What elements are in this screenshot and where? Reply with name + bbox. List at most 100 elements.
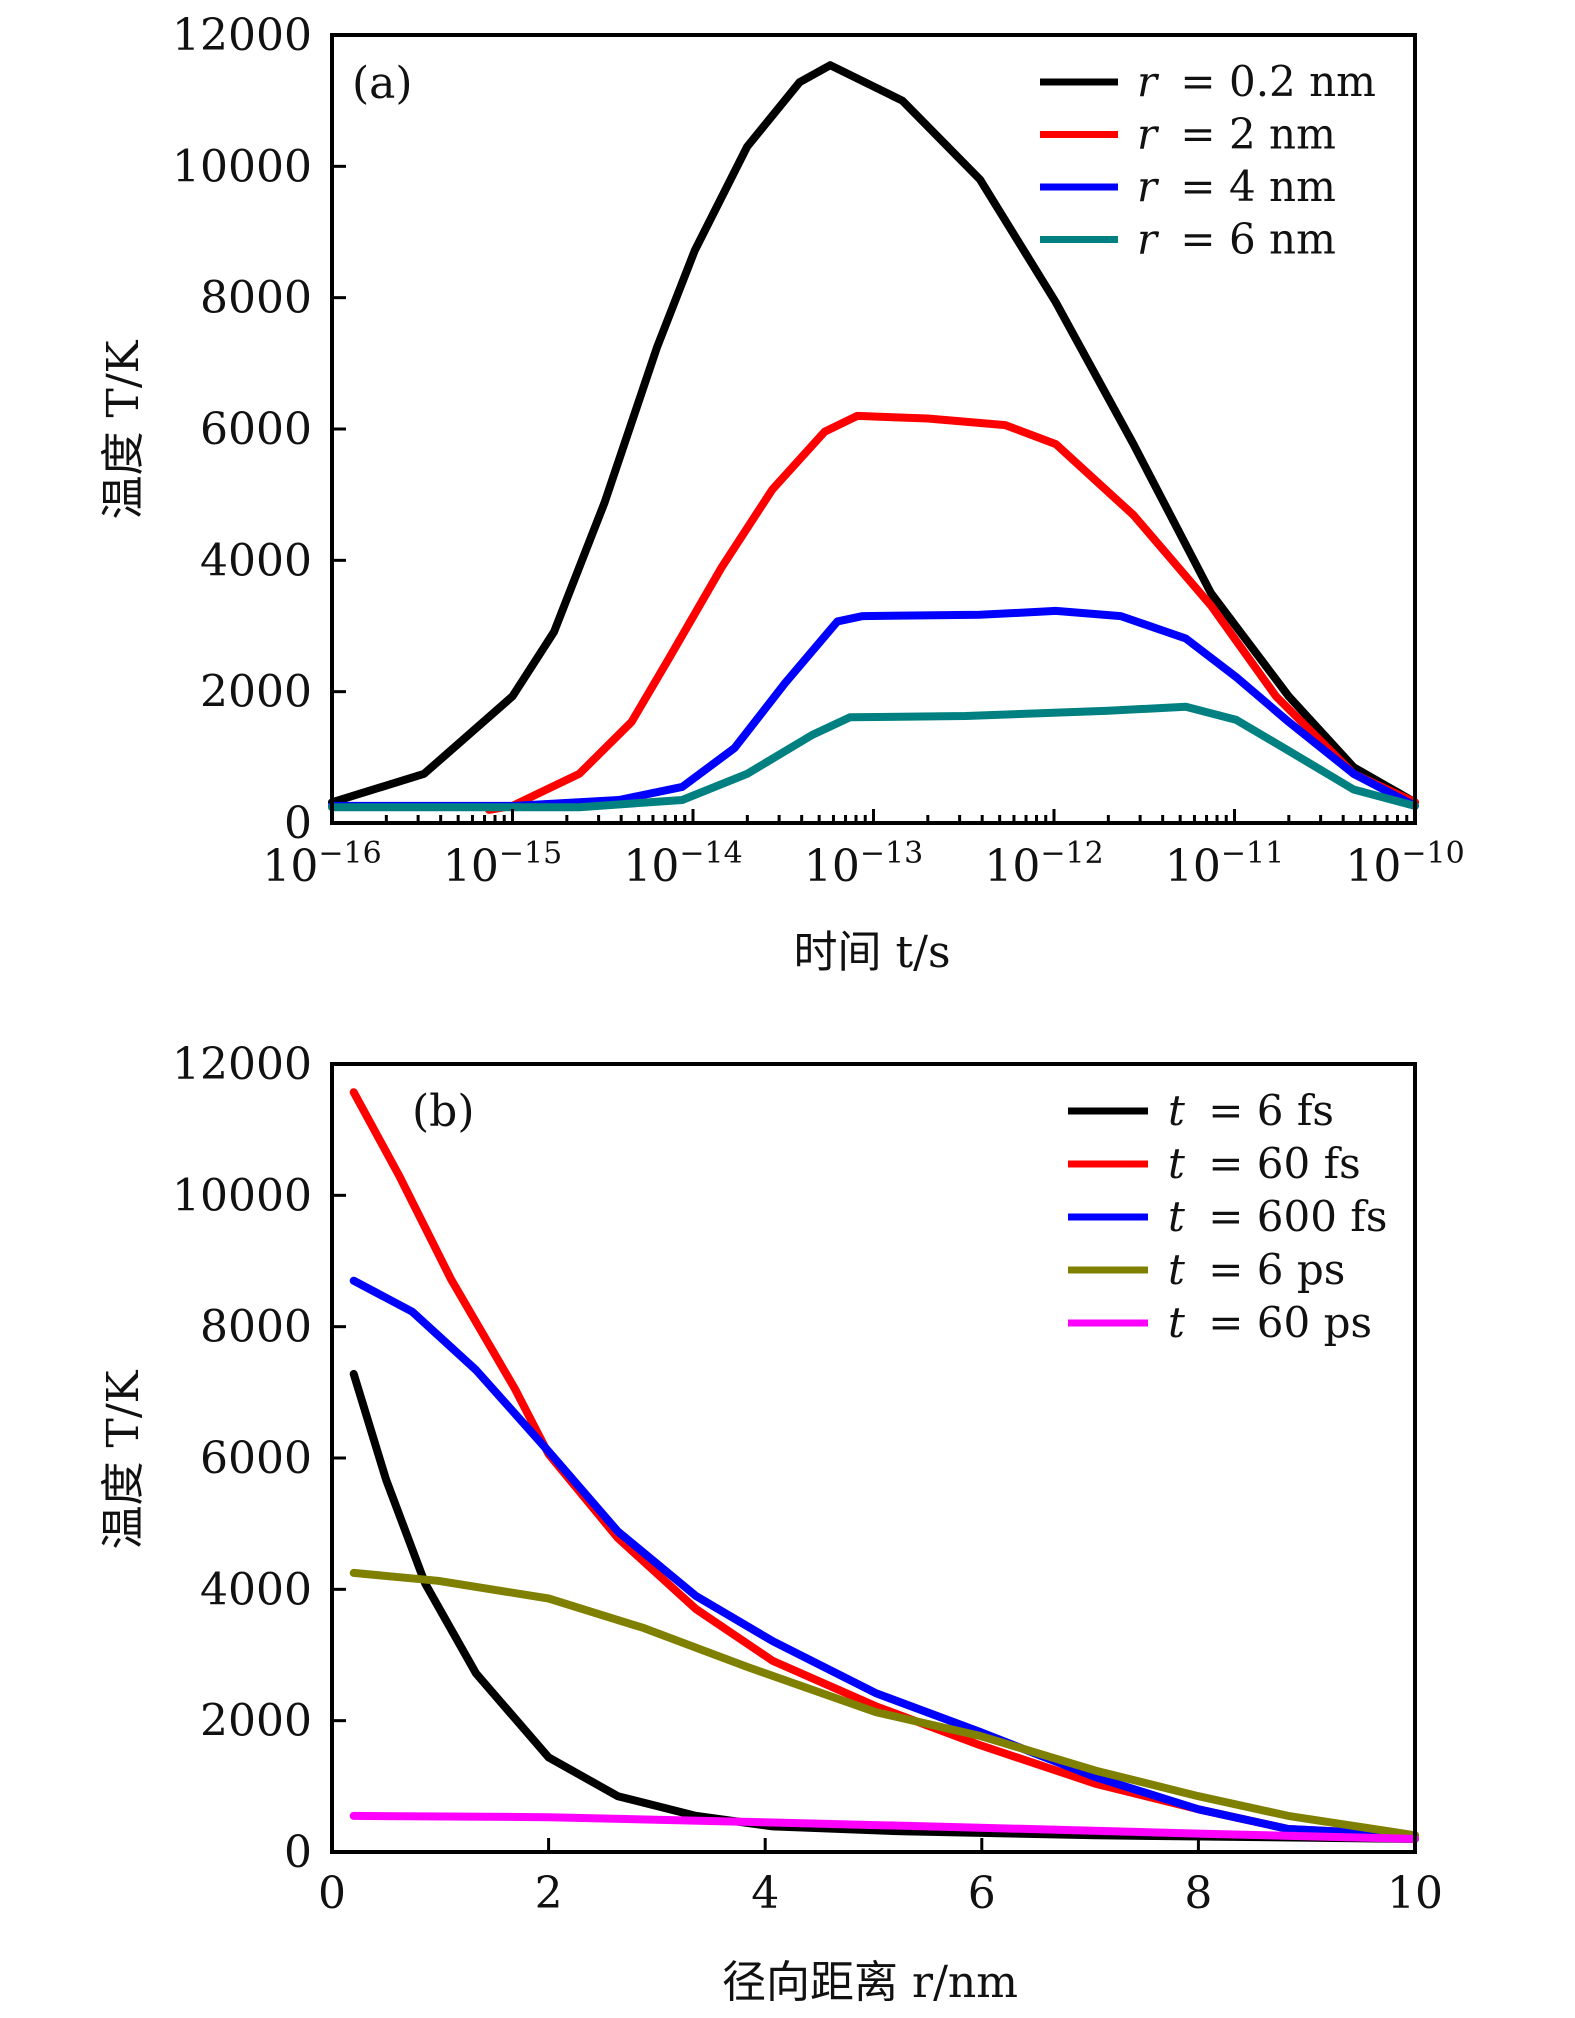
legend-label: t = 60 ps	[1168, 1298, 1372, 1347]
panel-b-x-tick-label: 6	[968, 1868, 996, 1919]
tick-base: 10	[262, 841, 318, 892]
panel-b-legend-item-t-60-ps: t = 60 ps	[1068, 1298, 1372, 1347]
panel-b-y-tick-labels: 0 2000 4000 6000 8000 10000 12000	[172, 1039, 312, 1878]
panel-a-y-tick-labels: 0 2000 4000 6000 8000 10000 12000	[172, 10, 312, 849]
legend-value: = 6 ps	[1195, 1245, 1345, 1294]
panel-a-y-tick-label: 12000	[172, 10, 312, 61]
legend-value: = 6 nm	[1167, 215, 1336, 264]
tick-exponent: −11	[1221, 836, 1284, 871]
tick-base: 10	[623, 841, 679, 892]
legend-value: = 6 fs	[1195, 1086, 1334, 1135]
legend-label: t = 6 fs	[1168, 1086, 1334, 1135]
panel-a-y-tick-label: 0	[284, 798, 312, 849]
panel-a-label: (a)	[352, 58, 413, 109]
panel-a-y-tick-label: 6000	[200, 404, 312, 455]
panel-a-series-r-4-nm	[328, 606, 1419, 810]
panel-b-series-t-600-fs	[349, 1276, 1419, 1840]
panel-a-series-r-2-nm	[485, 411, 1419, 814]
tick-base: 10	[1165, 841, 1221, 892]
legend-label: r = 0.2 nm	[1137, 57, 1376, 106]
legend-variable: t	[1168, 1192, 1185, 1241]
legend-value: = 60 fs	[1195, 1139, 1361, 1188]
legend-value: = 0.2 nm	[1167, 57, 1376, 106]
panel-a-x-tick-label: 10−10	[1345, 836, 1464, 892]
panel-a-y-tick-label: 4000	[200, 535, 312, 586]
legend-label: r = 4 nm	[1137, 162, 1336, 211]
panel-a-x-tick-label: 10−12	[984, 836, 1103, 892]
panel-a-y-tick-label: 8000	[200, 273, 312, 324]
panel-b-label: (b)	[412, 1086, 475, 1137]
legend-label: r = 2 nm	[1137, 110, 1336, 159]
tick-base: 10	[804, 841, 860, 892]
panel-b-legend-item-t-60-fs: t = 60 fs	[1068, 1139, 1361, 1188]
panel-b-y-tick-label: 10000	[172, 1170, 312, 1221]
tick-exponent: −12	[1040, 836, 1103, 871]
panel-b-y-tick-label: 2000	[200, 1696, 312, 1747]
panel-a-legend-item-r-2-nm: r = 2 nm	[1040, 110, 1336, 159]
legend-label: t = 6 ps	[1168, 1245, 1345, 1294]
panel-a-x-tick-label: 10−15	[443, 836, 562, 892]
tick-exponent: −13	[860, 836, 923, 871]
panel-a-x-axis-title: 时间 t/s	[793, 927, 950, 978]
legend-variable: t	[1168, 1298, 1185, 1347]
panel-b-series-t-6-fs	[349, 1369, 1419, 1843]
panel-b-x-tick-label: 0	[318, 1868, 346, 1919]
panel-b-x-tick-label: 8	[1184, 1868, 1212, 1919]
panel-b-series-t-60-ps	[349, 1811, 1419, 1843]
panel-b-y-tick-label: 0	[284, 1827, 312, 1878]
legend-value: = 60 ps	[1195, 1298, 1372, 1347]
panel-a-x-tick-label: 10−11	[1165, 836, 1284, 892]
panel-b-series-t-6-ps	[349, 1568, 1419, 1840]
panel-b-x-tick-label: 2	[535, 1868, 563, 1919]
legend-label: r = 6 nm	[1137, 215, 1336, 264]
tick-base: 10	[1345, 841, 1401, 892]
panel-a-series-r-6-nm	[328, 702, 1419, 812]
panel-b-legend-item-t-600-fs: t = 600 fs	[1068, 1192, 1387, 1241]
tick-exponent: −14	[679, 836, 742, 871]
legend-value: = 4 nm	[1167, 162, 1336, 211]
panel-a-y-tick-label: 2000	[200, 667, 312, 718]
tick-exponent: −16	[318, 836, 381, 871]
panel-a-y-axis-title: 温度 T/K	[98, 339, 149, 519]
panel-a-y-tick-label: 10000	[172, 141, 312, 192]
panel-b-legend-item-t-6-ps: t = 6 ps	[1068, 1245, 1345, 1294]
panel-b-y-tick-label: 8000	[200, 1302, 312, 1353]
panel-b-y-tick-label: 12000	[172, 1039, 312, 1090]
tick-base: 10	[984, 841, 1040, 892]
legend-variable: r	[1137, 110, 1160, 159]
panel-a-x-tick-label: 10−14	[623, 836, 742, 892]
panel-a-series-r-0-2-nm	[328, 61, 1419, 807]
legend-variable: r	[1137, 57, 1160, 106]
panel-b-ticks	[330, 1062, 1417, 1854]
legend-variable: r	[1137, 162, 1160, 211]
panel-a-legend-item-r-6-nm: r = 6 nm	[1040, 215, 1336, 264]
legend-variable: t	[1168, 1139, 1185, 1188]
panel-a-ticks	[330, 33, 1409, 825]
legend-label: t = 600 fs	[1168, 1192, 1387, 1241]
panel-a-x-tick-label: 10−13	[804, 836, 923, 892]
tick-exponent: −15	[499, 836, 562, 871]
legend-variable: t	[1168, 1245, 1185, 1294]
tick-base: 10	[443, 841, 499, 892]
panel-b-x-tick-label: 4	[751, 1868, 779, 1919]
tick-exponent: −10	[1401, 836, 1464, 871]
panel-b-series-group	[349, 1088, 1419, 1843]
legend-value: = 2 nm	[1167, 110, 1336, 159]
panel-a-legend-item-r-4-nm: r = 4 nm	[1040, 162, 1336, 211]
panel-b-x-axis-title: 径向距离 r/nm	[722, 1957, 1018, 2008]
panel-a-legend-item-r-0-2-nm: r = 0.2 nm	[1040, 57, 1376, 106]
legend-variable: r	[1137, 215, 1160, 264]
legend-value: = 600 fs	[1195, 1192, 1388, 1241]
panel-b-legend: t = 6 fst = 60 fst = 600 fst = 6 pst = 6…	[1068, 1086, 1387, 1347]
legend-variable: t	[1168, 1086, 1185, 1135]
panel-b-y-tick-label: 6000	[200, 1433, 312, 1484]
panel-b-x-tick-label: 10	[1387, 1868, 1443, 1919]
panel-b-y-tick-label: 4000	[200, 1564, 312, 1615]
legend-label: t = 60 fs	[1168, 1139, 1361, 1188]
panel-b-legend-item-t-6-fs: t = 6 fs	[1068, 1086, 1334, 1135]
panel-a-x-tick-label: 10−16	[262, 836, 381, 892]
panel-a-series-group	[328, 61, 1419, 814]
